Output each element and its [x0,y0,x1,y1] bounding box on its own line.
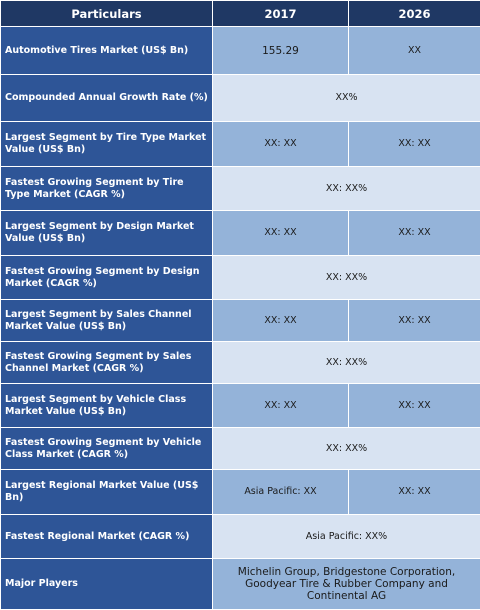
row-label: Largest Segment by Vehicle Class Market … [1,384,213,428]
major-players-value: Michelin Group, Bridgestone Corporation,… [213,559,480,610]
table-row: Largest Segment by Sales Channel Market … [1,300,480,342]
value-2026: XX: XX [349,211,480,256]
value-2017: 155.29 [213,27,349,75]
table-row: Fastest Growing Segment by Design Market… [1,256,480,300]
table-row: Automotive Tires Market (US$ Bn) 155.29 … [1,27,480,75]
value-2026: XX: XX [349,470,480,515]
value-2026: XX [349,27,480,75]
table-row: Largest Segment by Vehicle Class Market … [1,384,480,428]
row-label: Fastest Regional Market (CAGR %) [1,515,213,559]
table-row: Compounded Annual Growth Rate (%) XX% [1,75,480,122]
row-label: Compounded Annual Growth Rate (%) [1,75,213,122]
value-2017: XX: XX [213,122,349,167]
value-2026: XX: XX [349,384,480,428]
table-row: Largest Segment by Design Market Value (… [1,211,480,256]
value-merged: XX: XX% [213,342,480,384]
value-2026: XX: XX [349,122,480,167]
header-year-2026: 2026 [349,1,480,27]
table-row: Largest Regional Market Value (US$ Bn) A… [1,470,480,515]
value-2017: XX: XX [213,300,349,342]
value-merged: XX: XX% [213,428,480,470]
value-merged: Asia Pacific: XX% [213,515,480,559]
row-label: Major Players [1,559,213,610]
table-row: Fastest Regional Market (CAGR %) Asia Pa… [1,515,480,559]
value-2026: XX: XX [349,300,480,342]
value-merged: XX% [213,75,480,122]
row-label: Fastest Growing Segment by Design Market… [1,256,213,300]
value-merged: XX: XX% [213,167,480,211]
table-row: Fastest Growing Segment by Tire Type Mar… [1,167,480,211]
value-2017: Asia Pacific: XX [213,470,349,515]
value-merged: XX: XX% [213,256,480,300]
row-label: Automotive Tires Market (US$ Bn) [1,27,213,75]
row-label: Largest Segment by Design Market Value (… [1,211,213,256]
header-particulars: Particulars [1,1,213,27]
header-row: Particulars 2017 2026 [1,1,480,27]
table-row: Fastest Growing Segment by Sales Channel… [1,342,480,384]
row-label: Fastest Growing Segment by Vehicle Class… [1,428,213,470]
table-row: Major Players Michelin Group, Bridgeston… [1,559,480,610]
table-row: Largest Segment by Tire Type Market Valu… [1,122,480,167]
row-label: Fastest Growing Segment by Tire Type Mar… [1,167,213,211]
row-label: Largest Segment by Tire Type Market Valu… [1,122,213,167]
row-label: Largest Regional Market Value (US$ Bn) [1,470,213,515]
row-label: Fastest Growing Segment by Sales Channel… [1,342,213,384]
table-row: Fastest Growing Segment by Vehicle Class… [1,428,480,470]
row-label: Largest Segment by Sales Channel Market … [1,300,213,342]
value-2017: XX: XX [213,384,349,428]
value-2017: XX: XX [213,211,349,256]
header-year-2017: 2017 [213,1,349,27]
